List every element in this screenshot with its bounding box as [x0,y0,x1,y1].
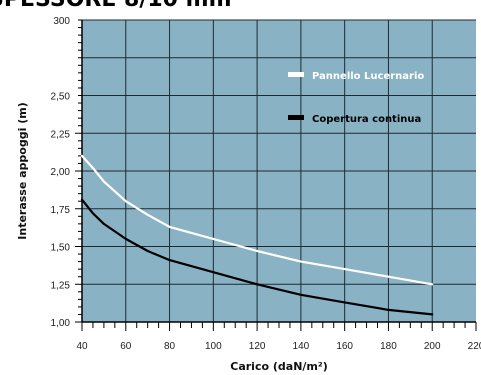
x-tick-label: 220 [468,341,481,352]
y-tick-label: 1,25 [51,280,71,291]
y-tick-label: 1,75 [51,205,71,216]
x-tick-label: 140 [293,341,310,352]
page-heading: SPESSORE 8/10 mm [0,0,232,12]
x-tick-label: 160 [336,341,353,352]
legend-swatch-1 [288,72,304,77]
x-tick-label: 80 [164,341,176,352]
x-tick-label: 180 [380,341,397,352]
x-tick-label: 60 [120,341,132,352]
x-tick-label: 40 [76,341,88,352]
y-tick-label: 1,50 [51,243,71,254]
legend-swatch-2 [288,115,304,120]
y-tick-label: 1,00 [51,318,71,329]
x-tick-label: 200 [424,341,441,352]
legend-label-2: Copertura continua [312,114,421,125]
x-tick-label: 100 [205,341,222,352]
legend-label-1: Pannello Lucernario [312,71,424,82]
y-tick-label: 2,50 [51,92,71,103]
y-tick-label: 300 [53,16,70,27]
x-axis-title: Carico (daN/m²) [230,360,327,373]
y-axis-title: Interasse appoggi (m) [16,102,29,239]
x-tick-label: 120 [249,341,266,352]
y-tick-label: 2,00 [51,167,71,178]
y-tick-label: 2,25 [51,129,71,140]
